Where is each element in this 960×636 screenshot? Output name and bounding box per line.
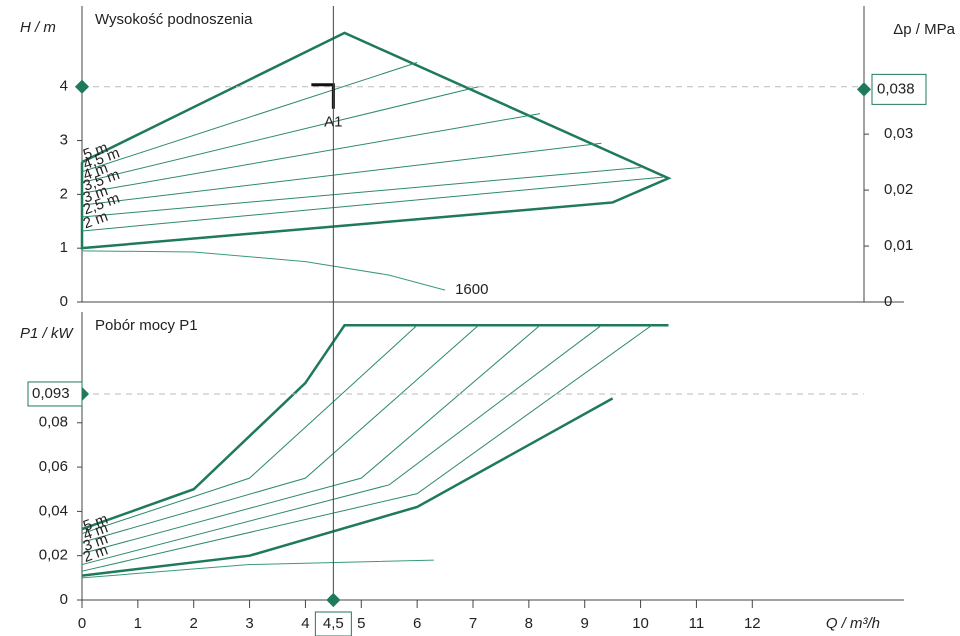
curve <box>81 62 418 173</box>
y-tick-label: 0,06 <box>39 458 68 475</box>
y-tick-label: 0 <box>60 591 68 608</box>
op-label-box <box>871 73 927 105</box>
x-tick-label: 9 <box>581 615 589 632</box>
y-tick-label: 0,04 <box>39 502 68 519</box>
y2-tick-label: 0 <box>884 293 892 310</box>
op-marker <box>856 82 872 97</box>
curve <box>81 176 663 232</box>
x-axis-label: Q / m³/h <box>826 615 880 632</box>
y-tick-label: 4 <box>60 78 68 95</box>
curve <box>81 86 479 184</box>
curve <box>81 397 614 577</box>
panel-title: Pobór mocy P1 <box>95 317 198 334</box>
y-axis-label: P1 / kW <box>20 325 74 342</box>
op-point <box>311 83 335 109</box>
curve <box>81 324 602 566</box>
curve <box>80 31 672 250</box>
y-tick-label: 1 <box>60 239 68 256</box>
x-tick-label: 1 <box>134 615 142 632</box>
y2-axis-label: Δp / MPa <box>893 21 955 38</box>
curve <box>81 166 641 218</box>
x-tick-label: 11 <box>689 615 705 632</box>
curve <box>81 324 541 554</box>
op-marker <box>74 79 90 94</box>
x-tick-label: 10 <box>632 615 649 632</box>
op-value-label: 0,093 <box>32 385 70 402</box>
y-tick-label: 0 <box>60 293 68 310</box>
curve <box>81 324 418 535</box>
x-tick-label: 2 <box>190 615 198 632</box>
x-tick-label: 4 <box>301 615 309 632</box>
curve <box>81 324 653 572</box>
x-tick-label: 8 <box>525 615 533 632</box>
y-tick-label: 0,08 <box>39 414 68 431</box>
curve <box>81 32 345 163</box>
y2-tick-label: 0,02 <box>884 181 913 198</box>
op-value-label: 0,038 <box>877 80 915 97</box>
x-tick-label: 7 <box>469 615 477 632</box>
op-label-box <box>314 611 352 636</box>
curve <box>81 250 446 291</box>
curve-label: 1600 <box>455 281 488 298</box>
curve <box>81 559 434 579</box>
x-tick-label: 3 <box>245 615 253 632</box>
x-tick-label: 0 <box>78 615 86 632</box>
x-tick-label: 12 <box>744 615 761 632</box>
x-tick-label: 5 <box>357 615 365 632</box>
curve <box>81 113 541 194</box>
x-tick-label: 6 <box>413 615 421 632</box>
panel-title: Wysokość podnoszenia <box>95 11 253 28</box>
y2-tick-label: 0,03 <box>884 125 913 142</box>
y-tick-label: 3 <box>60 132 68 149</box>
op-x-marker <box>326 592 341 608</box>
curve <box>81 324 479 543</box>
y-axis-label: H / m <box>20 19 56 36</box>
y2-tick-label: 0,01 <box>884 237 913 254</box>
op-x-label: 4,5 <box>323 615 344 632</box>
y-tick-label: 0,02 <box>39 547 68 564</box>
curve <box>81 142 602 206</box>
curve <box>81 324 669 531</box>
y-tick-label: 2 <box>60 185 68 202</box>
op-label-box <box>27 381 83 407</box>
